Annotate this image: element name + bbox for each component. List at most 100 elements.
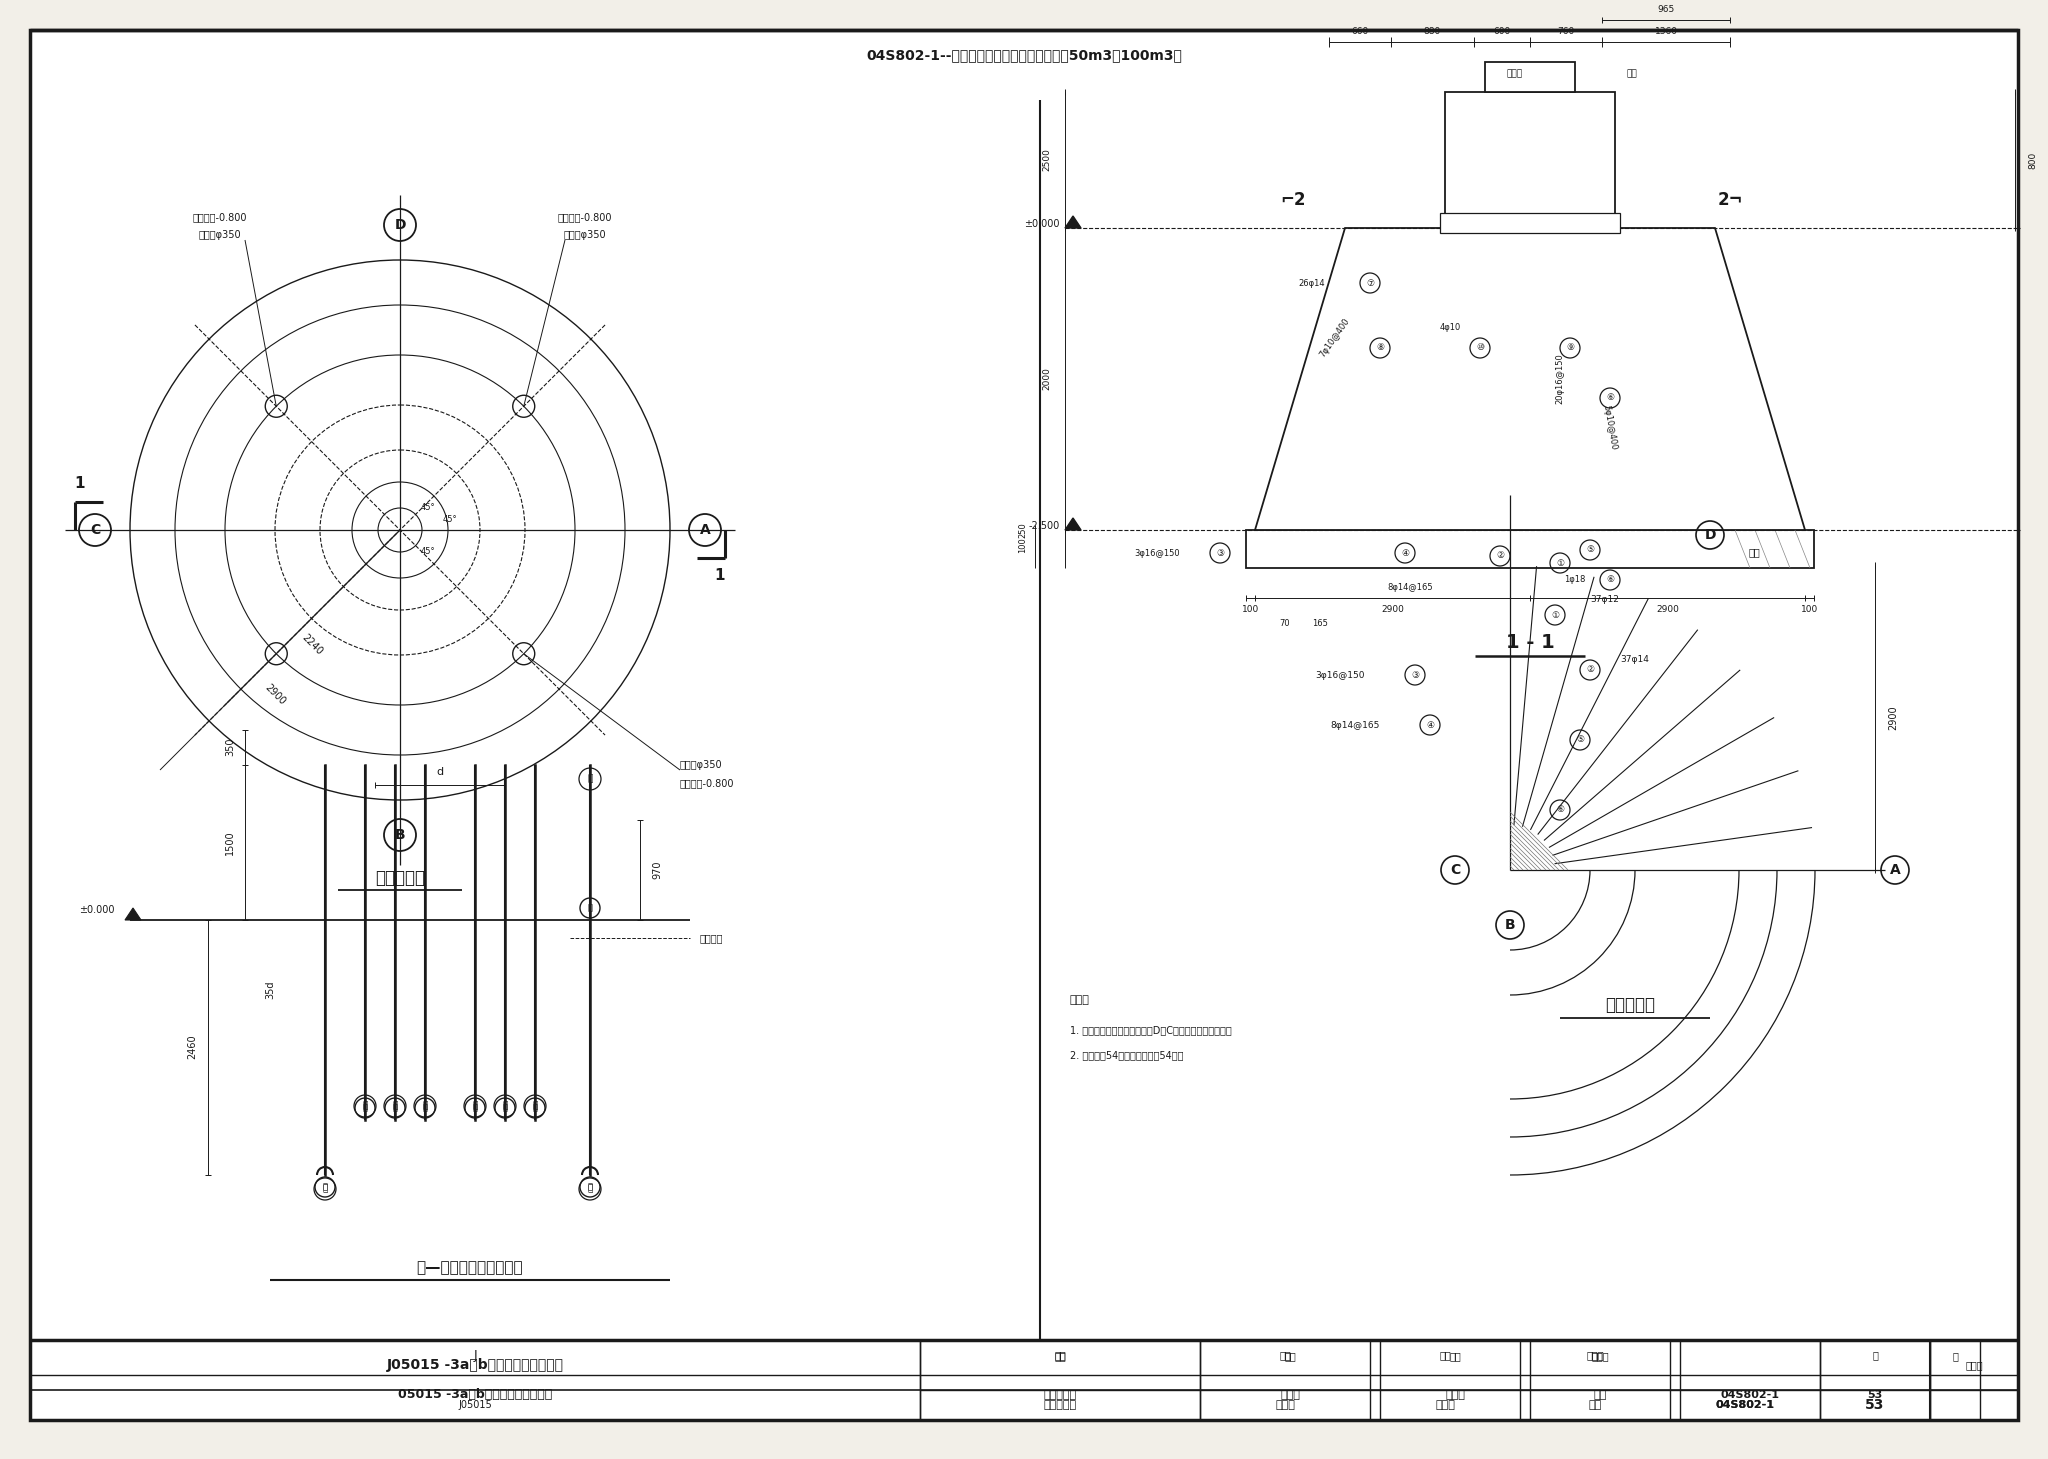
Text: 张渝: 张渝: [1593, 1390, 1606, 1401]
Text: 2460: 2460: [186, 1034, 197, 1059]
Text: 3φ16@150: 3φ16@150: [1135, 549, 1180, 557]
Text: B: B: [1505, 918, 1516, 932]
Text: ②: ②: [1495, 552, 1503, 560]
Text: 70: 70: [1280, 619, 1290, 627]
Text: 予留孔φ350: 予留孔φ350: [680, 760, 723, 770]
Text: 说明：: 说明：: [1069, 995, 1090, 1005]
Text: 中心标高-0.800: 中心标高-0.800: [557, 212, 612, 222]
Text: ⑥: ⑥: [1556, 805, 1565, 814]
Text: 2500: 2500: [1042, 149, 1051, 172]
Text: 2240: 2240: [299, 633, 324, 658]
Text: ⑭⑮: ⑭⑮: [1626, 70, 1636, 79]
Text: 中心标高-0.800: 中心标高-0.800: [193, 212, 248, 222]
Text: 165: 165: [1313, 619, 1327, 627]
Text: 2900: 2900: [1657, 605, 1679, 614]
Text: 04S802-1--钢筋混凝土倒锥壳不保温水塔（50m3、100m3）: 04S802-1--钢筋混凝土倒锥壳不保温水塔（50m3、100m3）: [866, 48, 1182, 61]
Text: 8φ14@165: 8φ14@165: [1386, 584, 1434, 592]
Text: 设计: 设计: [1440, 1350, 1450, 1360]
Text: 2900: 2900: [262, 683, 287, 708]
Text: 660: 660: [1352, 28, 1368, 36]
Text: ⑮: ⑮: [588, 1182, 592, 1192]
Text: 2900: 2900: [1380, 605, 1405, 614]
Text: ⑪: ⑪: [502, 1102, 508, 1110]
Text: 1φ18: 1φ18: [1565, 575, 1585, 585]
Text: 600: 600: [1493, 28, 1511, 36]
Text: ②: ②: [1585, 665, 1593, 674]
Text: 1: 1: [715, 569, 725, 584]
Text: 100: 100: [1241, 605, 1260, 614]
Text: ⑪～⑬: ⑪～⑬: [1507, 70, 1524, 79]
Text: ⑩: ⑩: [1477, 343, 1485, 353]
Text: 页: 页: [1952, 1351, 1958, 1361]
Text: 970: 970: [651, 861, 662, 880]
Text: 垫层: 垫层: [1749, 547, 1759, 557]
Text: ③: ③: [1217, 549, 1225, 557]
Text: 1. 仅当采用三管方案时，方在D、C象限间的基础上留孔。: 1. 仅当采用三管方案时，方在D、C象限间的基础上留孔。: [1069, 1026, 1231, 1034]
Text: J05015 -3a、b模板、配筋图（一）: J05015 -3a、b模板、配筋图（一）: [387, 1358, 563, 1371]
Text: 审核: 审核: [1055, 1350, 1065, 1360]
Text: 45°: 45°: [442, 515, 457, 524]
Text: 2¬: 2¬: [1718, 191, 1743, 209]
Text: 图集号: 图集号: [1966, 1360, 1982, 1370]
Text: 800: 800: [2028, 152, 2038, 169]
Text: ⌐2: ⌐2: [1280, 191, 1305, 209]
Text: 37φ12: 37φ12: [1589, 595, 1618, 604]
Text: 26φ14: 26φ14: [1298, 279, 1325, 287]
Text: 4φ10: 4φ10: [1440, 324, 1460, 333]
Polygon shape: [1065, 216, 1081, 228]
Text: 04S802-1: 04S802-1: [1716, 1401, 1774, 1409]
Text: 2. 剖面见第54页，其他说明见54页。: 2. 剖面见第54页，其他说明见54页。: [1069, 1050, 1184, 1061]
Text: ⑫: ⑫: [422, 1103, 428, 1113]
Text: 校对: 校对: [1284, 1351, 1296, 1361]
Text: 王文涛: 王文涛: [1436, 1401, 1454, 1409]
Text: ⑫: ⑫: [473, 1102, 477, 1110]
Text: 基础配筋图: 基础配筋图: [1606, 996, 1655, 1014]
Text: 100: 100: [1800, 605, 1819, 614]
Text: ⑨: ⑨: [1567, 343, 1575, 353]
Text: ⑪: ⑪: [393, 1103, 397, 1113]
Text: 陈显声: 陈显声: [1276, 1401, 1294, 1409]
Text: 53: 53: [1868, 1390, 1882, 1401]
Text: 965: 965: [1657, 6, 1675, 15]
Text: J05015: J05015: [459, 1401, 492, 1409]
Text: ⑫: ⑫: [532, 1103, 537, 1113]
Text: ±0.000: ±0.000: [80, 905, 115, 915]
Text: 8φ14@165: 8φ14@165: [1331, 721, 1380, 730]
Text: 3φ16@150: 3φ16@150: [1315, 671, 1366, 680]
Text: d: d: [436, 767, 444, 778]
Text: ⑪—⑮号基础插筋展开图: ⑪—⑮号基础插筋展开图: [416, 1261, 524, 1275]
Text: 1360: 1360: [1655, 28, 1677, 36]
Text: ±0.000: ±0.000: [1024, 219, 1061, 229]
Text: J: J: [473, 1350, 477, 1363]
Text: 35d: 35d: [264, 980, 274, 999]
Text: A: A: [1890, 864, 1901, 877]
Text: 1500: 1500: [225, 830, 236, 855]
Text: 2000: 2000: [1042, 368, 1051, 391]
Text: C: C: [90, 522, 100, 537]
Text: ⑬: ⑬: [322, 1182, 328, 1192]
Text: ④: ④: [1425, 721, 1434, 730]
Text: ⑭: ⑭: [588, 903, 592, 912]
Text: 页: 页: [1872, 1350, 1878, 1360]
Text: ⑧: ⑧: [1376, 343, 1384, 353]
Bar: [1485, 61, 1575, 92]
Text: 中心标高-0.800: 中心标高-0.800: [680, 778, 735, 788]
Text: 基础顶面: 基础顶面: [700, 932, 723, 943]
Text: 04S802-1: 04S802-1: [1720, 1390, 1780, 1401]
Text: 归案负责人: 归案负责人: [1042, 1401, 1077, 1409]
Bar: [1245, 530, 1815, 568]
Text: ⑭: ⑭: [588, 775, 592, 783]
Text: 04S802-1: 04S802-1: [1716, 1401, 1774, 1409]
Text: 设计: 设计: [1450, 1351, 1460, 1361]
Text: 归案负责人: 归案负责人: [1042, 1390, 1077, 1401]
Text: 予留孔φ350: 予留孔φ350: [199, 231, 242, 239]
Text: ⑫: ⑫: [362, 1103, 367, 1113]
Text: B: B: [395, 829, 406, 842]
Text: ③: ③: [1411, 671, 1419, 680]
Text: A: A: [700, 522, 711, 537]
Text: 张渝: 张渝: [1589, 1401, 1602, 1409]
Text: C: C: [1450, 864, 1460, 877]
Polygon shape: [1255, 228, 1804, 530]
Text: 1 - 1: 1 - 1: [1505, 633, 1554, 652]
Text: ⑪: ⑪: [393, 1102, 397, 1110]
